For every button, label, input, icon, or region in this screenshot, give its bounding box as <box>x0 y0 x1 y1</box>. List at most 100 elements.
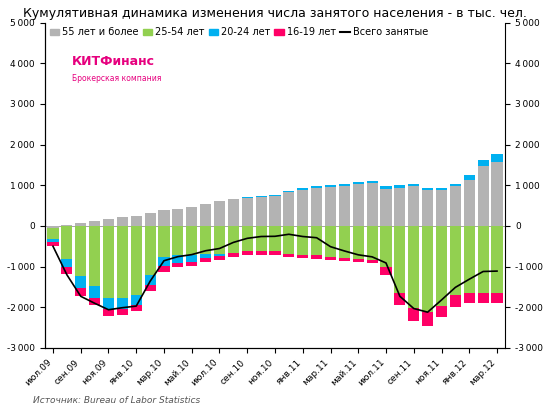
Bar <box>477 166 489 226</box>
Bar <box>311 256 322 259</box>
Bar <box>492 154 503 162</box>
Bar <box>408 308 419 321</box>
Bar <box>450 184 461 186</box>
Bar <box>436 190 447 226</box>
Bar <box>158 267 169 272</box>
Bar <box>214 201 225 226</box>
Bar <box>270 252 280 255</box>
Bar <box>367 183 378 226</box>
Bar <box>367 260 378 263</box>
Bar <box>200 226 211 254</box>
Bar <box>47 228 58 239</box>
Bar <box>325 187 336 226</box>
Bar <box>145 213 156 226</box>
Bar <box>270 195 280 196</box>
Bar <box>75 226 86 276</box>
Bar <box>297 255 309 258</box>
Bar <box>186 207 197 226</box>
Bar <box>367 181 378 183</box>
Text: Брокерская компания: Брокерская компания <box>72 74 162 83</box>
Bar <box>311 226 322 256</box>
Bar <box>339 186 350 226</box>
Bar <box>394 188 405 226</box>
Bar <box>311 186 322 188</box>
Bar <box>228 253 239 257</box>
Bar <box>339 258 350 261</box>
Bar <box>297 188 309 190</box>
Bar <box>381 226 392 267</box>
Bar <box>131 295 142 305</box>
Bar <box>61 226 73 259</box>
Bar <box>172 209 183 226</box>
Bar <box>256 252 267 255</box>
Bar <box>158 210 169 226</box>
Bar <box>325 226 336 257</box>
Bar <box>283 226 294 254</box>
Bar <box>214 254 225 256</box>
Bar <box>145 285 156 291</box>
Bar <box>241 197 253 198</box>
Bar <box>186 226 197 255</box>
Bar <box>408 186 419 226</box>
Bar <box>325 185 336 187</box>
Bar <box>270 196 280 226</box>
Bar <box>145 226 156 275</box>
Bar <box>464 293 475 303</box>
Bar <box>381 186 392 189</box>
Bar <box>117 298 128 309</box>
Bar <box>381 189 392 226</box>
Bar <box>172 255 183 263</box>
Bar <box>394 226 405 293</box>
Bar <box>186 255 197 262</box>
Bar <box>408 226 419 308</box>
Bar <box>283 190 294 192</box>
Text: Источник: Bureau of Labor Statistics: Источник: Bureau of Labor Statistics <box>33 396 200 405</box>
Bar <box>256 197 267 226</box>
Bar <box>172 226 183 255</box>
Bar <box>145 275 156 285</box>
Bar <box>283 254 294 257</box>
Bar <box>117 217 128 226</box>
Bar <box>200 254 211 258</box>
Bar <box>131 226 142 295</box>
Bar <box>186 262 197 266</box>
Bar <box>89 226 100 286</box>
Bar <box>325 257 336 260</box>
Bar <box>367 226 378 260</box>
Bar <box>158 257 169 267</box>
Bar <box>477 293 489 303</box>
Bar <box>117 226 128 298</box>
Bar <box>436 306 447 317</box>
Bar <box>283 192 294 226</box>
Bar <box>47 242 58 246</box>
Bar <box>89 221 100 226</box>
Bar <box>158 226 169 257</box>
Bar <box>131 305 142 311</box>
Bar <box>47 239 58 242</box>
Bar <box>422 190 433 226</box>
Bar <box>47 226 58 228</box>
Bar <box>241 198 253 226</box>
Bar <box>75 276 86 288</box>
Bar <box>353 226 364 259</box>
Bar <box>450 295 461 307</box>
Bar <box>381 267 392 275</box>
Bar <box>214 256 225 260</box>
Bar <box>228 226 239 253</box>
Bar <box>75 223 86 226</box>
Bar <box>200 204 211 226</box>
Bar <box>436 188 447 190</box>
Bar <box>103 298 114 309</box>
Bar <box>214 226 225 254</box>
Bar <box>297 226 309 255</box>
Bar <box>339 184 350 186</box>
Bar <box>477 226 489 293</box>
Bar <box>353 182 364 184</box>
Bar <box>394 185 405 188</box>
Bar <box>270 226 280 252</box>
Bar <box>103 226 114 298</box>
Bar <box>422 312 433 326</box>
Bar <box>228 199 239 226</box>
Bar <box>408 184 419 186</box>
Bar <box>353 184 364 226</box>
